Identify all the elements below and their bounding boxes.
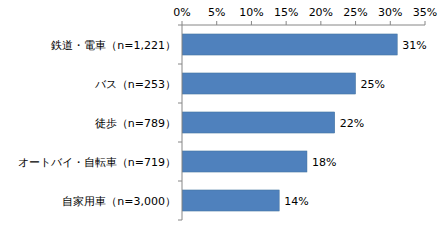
tick-mark bbox=[251, 21, 252, 25]
category-label: 徒歩（n=789） bbox=[95, 117, 176, 130]
data-label: 18% bbox=[312, 156, 336, 169]
bar bbox=[182, 112, 335, 133]
data-label: 14% bbox=[284, 195, 308, 208]
tick-label: 10% bbox=[239, 6, 263, 19]
tick-label: 35% bbox=[413, 6, 437, 19]
tick-label: 15% bbox=[274, 6, 298, 19]
tick-mark bbox=[320, 21, 321, 25]
category-tick bbox=[178, 64, 182, 65]
tick-mark bbox=[182, 21, 183, 25]
bar bbox=[182, 151, 307, 172]
bar bbox=[182, 190, 279, 211]
value-axis bbox=[182, 25, 425, 26]
tick-mark bbox=[216, 21, 217, 25]
category-label: オートバイ・自転車（n=719） bbox=[18, 156, 176, 169]
tick-mark bbox=[425, 21, 426, 25]
tick-label: 25% bbox=[343, 6, 367, 19]
tick-label: 30% bbox=[378, 6, 402, 19]
tick-label: 5% bbox=[208, 6, 225, 19]
category-tick bbox=[178, 103, 182, 104]
tick-mark bbox=[355, 21, 356, 25]
bar bbox=[182, 73, 356, 94]
tick-label: 0% bbox=[173, 6, 190, 19]
tick-mark bbox=[286, 21, 287, 25]
tick-mark bbox=[390, 21, 391, 25]
chart-svg: 31% 25% 22% 18% 14% 鉄道・電車（n=1,221） バス（n=253） 徒歩… bbox=[0, 0, 448, 235]
category-tick bbox=[178, 142, 182, 143]
bars bbox=[182, 34, 397, 211]
category-tick bbox=[178, 220, 182, 221]
category-tick bbox=[178, 181, 182, 182]
bar bbox=[182, 34, 397, 55]
data-label: 22% bbox=[340, 117, 364, 130]
category-axis bbox=[182, 25, 183, 220]
category-tick bbox=[178, 25, 182, 26]
category-label: 自家用車（n=3,000） bbox=[62, 195, 176, 208]
data-label: 25% bbox=[361, 78, 385, 91]
data-label: 31% bbox=[402, 39, 426, 52]
chart-container: 31% 25% 22% 18% 14% 鉄道・電車（n=1,221） バス（n=253） 徒歩… bbox=[0, 0, 448, 235]
tick-label: 20% bbox=[309, 6, 333, 19]
category-label: 鉄道・電車（n=1,221） bbox=[51, 39, 176, 52]
category-label: バス（n=253） bbox=[94, 78, 176, 91]
